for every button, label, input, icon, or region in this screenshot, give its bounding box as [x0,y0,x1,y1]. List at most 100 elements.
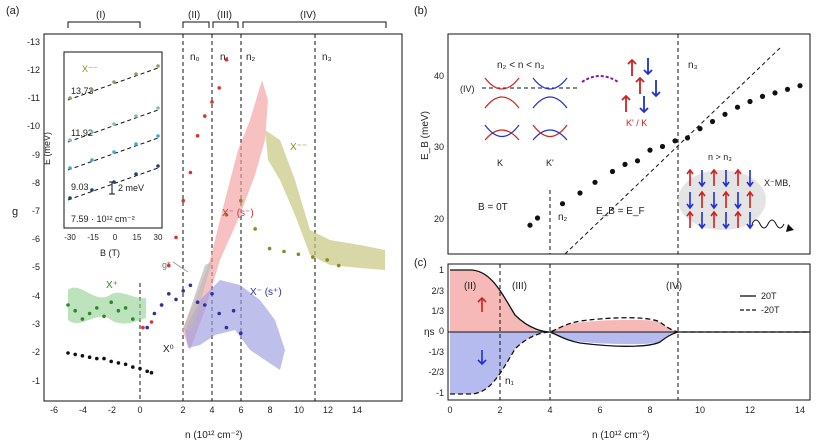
data-point [797,83,803,89]
inset-data-point [112,180,116,184]
svg-text:40: 40 [434,71,444,81]
svg-text:-30: -30 [64,233,76,242]
data-point [577,190,583,196]
b-cluster-glow [678,170,766,230]
panel-a-yticks: -13 -12 -11 -10 -9 -8 -7 -6 -5 -4 -3 -2 … [27,37,40,386]
svg-text:2/3: 2/3 [431,286,444,296]
svg-text:2: 2 [180,405,185,415]
data-point [224,325,229,330]
spin-cluster-small [621,58,661,114]
inset-data-point [112,80,116,84]
spin-up-icon [734,210,742,228]
data-point [131,317,135,321]
data-point [224,213,229,217]
spin-down-icon [734,192,742,210]
data-point [145,369,149,374]
x0-label: X⁰ [163,344,174,355]
svg-text:-4: -4 [32,291,40,301]
svg-text:6: 6 [597,405,602,415]
data-point [149,320,154,324]
b-ngt-label: n > n₃ [708,152,732,162]
svg-text:2: 2 [497,405,502,415]
data-point [131,365,135,369]
panel-c-label: (c) [414,257,427,269]
svg-text:1/3: 1/3 [431,306,444,316]
spin-down-icon [746,170,754,188]
xmb-label: X⁻⁻ [290,142,307,153]
data-point [772,90,778,96]
data-point [145,325,149,330]
data-point [325,258,330,262]
svg-text:10: 10 [294,405,304,415]
data-point [73,308,77,313]
b-xmb-label: X⁻MB, [764,178,791,188]
data-point [87,311,92,316]
data-point [102,356,106,361]
region-i-label: (I) [96,10,105,21]
panel-b: (b) E_B (meV) 20 30 40 (IV) n₂ < n < n₃ … [414,5,811,255]
inset-data-point [156,134,160,138]
gstar-band [183,262,212,330]
panel-b-data [527,83,803,228]
b-k-label: K [497,158,503,168]
c-line-neg20t [450,317,810,395]
svg-text:-11: -11 [28,93,40,103]
inset-data-point [90,188,94,192]
data-point [559,201,566,207]
xplus-band [68,287,146,324]
b-kprime-label: K' [546,158,554,168]
data-point [747,98,753,105]
b-range-label: n₂ < n < n₃ [497,60,544,71]
region-iv-label: (IV) [300,10,316,21]
b-b0-label: B = 0T [478,202,508,213]
inset-data-point [134,72,138,76]
spin-down-icon [710,192,718,210]
data-point [239,331,243,336]
svg-text:10: 10 [695,405,705,415]
c-region-iii: (III) [512,281,527,292]
spin-down-icon [686,192,694,210]
c-n1-label: n₁ [505,376,515,387]
data-point [102,314,106,319]
data-point [188,170,193,175]
inset-scale-bar [109,181,115,195]
region-brackets [67,21,387,28]
inset-xticks: -30 -15 0 15 30 [64,233,163,242]
data-point [609,168,616,175]
data-point [267,246,272,251]
b-region-iv: (IV) [460,84,475,94]
data-point [210,100,214,104]
c-spin-down-icon [477,350,487,366]
b-kk-label: K' / K [626,118,647,128]
xplus-label: X⁺ [106,280,118,291]
data-point [80,317,85,321]
data-point [123,362,128,367]
inset-data-point [134,172,138,176]
region-ii-label: (II) [188,10,200,21]
svg-text:20: 20 [434,214,444,224]
svg-text:-1: -1 [32,376,40,386]
svg-text:-4: -4 [79,405,87,415]
data-point [116,361,121,365]
panel-a-ylabel: g [12,206,18,218]
band-cartoons [484,77,568,141]
svg-text:-6: -6 [50,405,58,415]
spin-down-icon [722,212,730,230]
xmb-band [265,130,385,270]
c-pos-fill [450,270,678,332]
svg-text:0: 0 [137,405,142,415]
data-point [592,179,598,185]
inset-data-point [134,142,138,146]
svg-text:12: 12 [745,405,755,415]
spin-up-icon [698,190,706,208]
data-point [210,292,214,296]
spin-up-icon [746,190,754,208]
spin-up-icon [722,190,730,208]
panel-a-frame [43,33,403,402]
data-point [152,311,157,316]
svg-text:0: 0 [439,326,444,336]
inset-data-point [68,196,72,200]
data-point [195,134,200,138]
panel-c-xlabel: n (10¹² cm⁻²) [592,430,650,441]
svg-text:8: 8 [647,405,652,415]
